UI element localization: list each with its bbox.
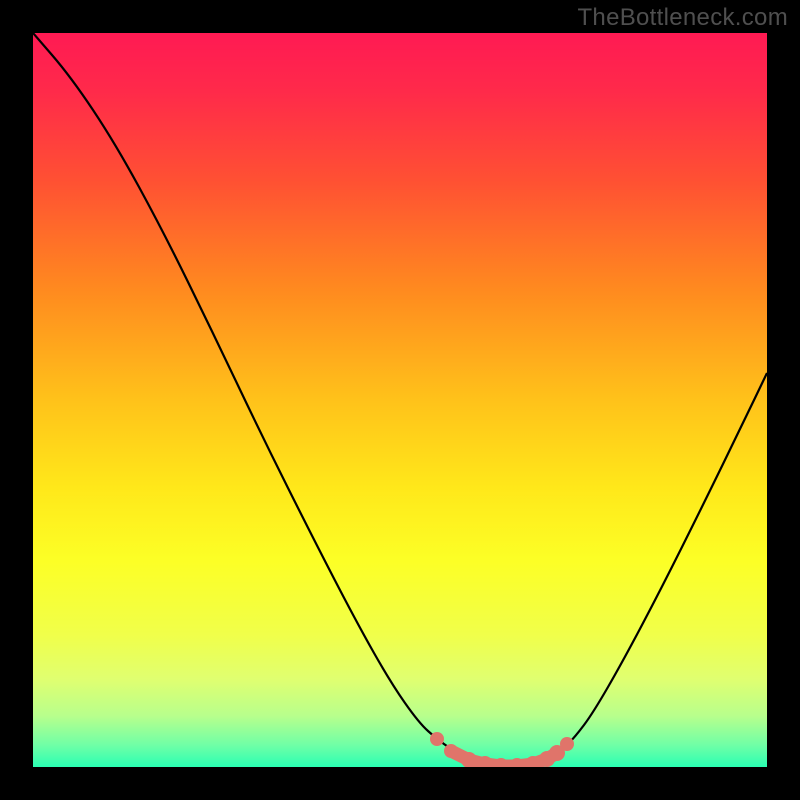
marker-dot [444,744,458,758]
gradient-background [33,33,767,767]
plot-area [33,33,767,767]
marker-dot [560,737,574,751]
marker-dot [430,732,444,746]
plot-svg [33,33,767,767]
chart-canvas: TheBottleneck.com [0,0,800,800]
watermark-text: TheBottleneck.com [577,4,788,32]
